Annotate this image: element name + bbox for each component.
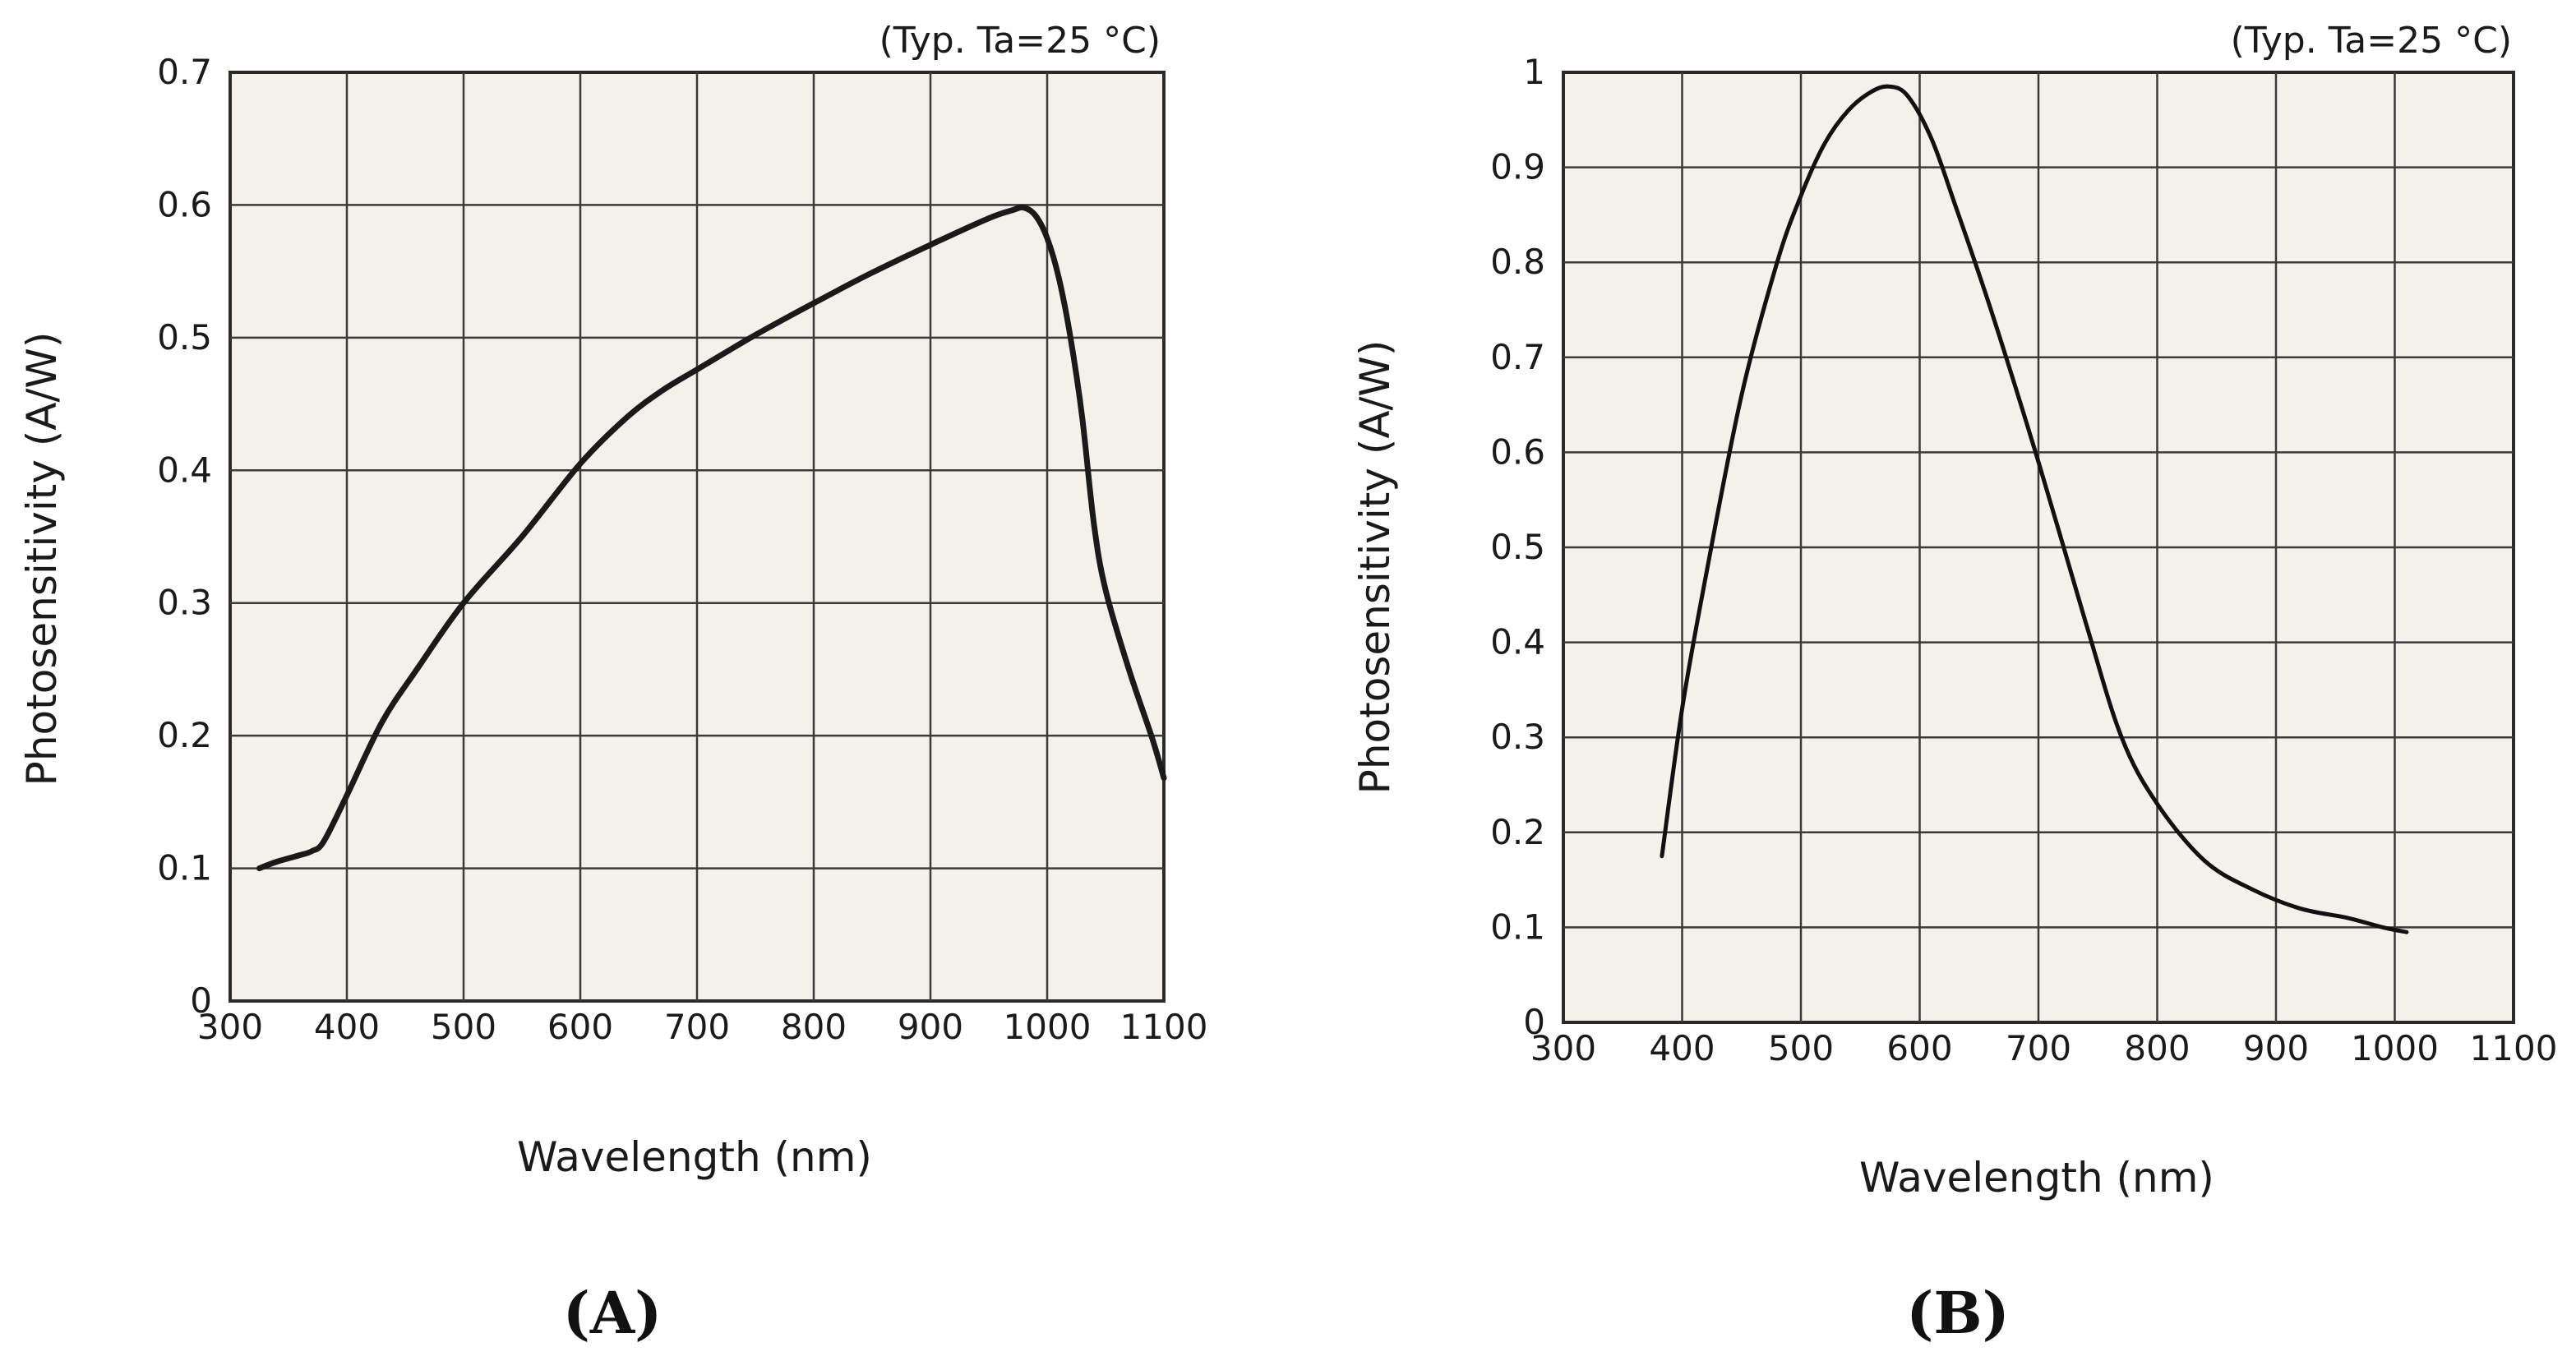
y-axis-title-a: Photosensitivity (A/W) xyxy=(18,332,66,786)
panel-label-a: (A) xyxy=(563,1279,662,1347)
x-tick-label-b: 300 xyxy=(1530,1028,1596,1068)
y-tick-label-b: 0.7 xyxy=(1490,337,1545,377)
y-tick-label-a: 0.5 xyxy=(157,317,212,357)
panel-label-open-b: ( xyxy=(1906,1279,1933,1347)
grid-b xyxy=(1563,72,2514,1022)
x-tick-labels-b: 300 400 500 600 700 800 900 1000 1100 xyxy=(1530,1028,2558,1068)
x-axis-title-a: Wavelength (nm) xyxy=(517,1133,872,1181)
x-tick-labels-a: 300 400 500 600 700 800 900 1000 1100 xyxy=(197,1007,1208,1047)
x-tick-label-a: 800 xyxy=(781,1007,847,1047)
series-line-b xyxy=(1660,84,2409,934)
x-tick-label-a: 700 xyxy=(664,1007,730,1047)
y-tick-label-b: 0.3 xyxy=(1490,717,1545,757)
y-tick-label-b: 0.6 xyxy=(1490,431,1545,472)
panel-label-close-b: ) xyxy=(1983,1279,2010,1347)
y-tick-label-b: 0.8 xyxy=(1490,242,1545,282)
x-tick-label-a: 1100 xyxy=(1120,1007,1208,1047)
x-tick-label-a: 400 xyxy=(314,1007,380,1047)
condition-note-b: (Typ. Ta=25 °C) xyxy=(2231,20,2512,62)
panel-label-open-a: ( xyxy=(563,1279,590,1347)
x-tick-label-b: 1000 xyxy=(2351,1028,2439,1068)
y-tick-label-b: 1 xyxy=(1523,52,1545,92)
x-tick-label-a: 600 xyxy=(547,1007,613,1047)
y-tick-label-a: 0.4 xyxy=(157,450,212,490)
x-tick-label-a: 900 xyxy=(898,1007,963,1047)
y-tick-labels-b: 0 0.1 0.2 0.3 0.4 0.5 0.6 0.7 0.8 0.9 1 xyxy=(1490,52,1545,1042)
y-tick-label-b: 0.1 xyxy=(1490,906,1545,947)
x-tick-label-b: 1100 xyxy=(2470,1028,2558,1068)
panel-label-letter-b: B xyxy=(1933,1279,1982,1347)
y-tick-label-a: 0.1 xyxy=(157,848,212,888)
x-tick-label-b: 800 xyxy=(2124,1028,2190,1068)
y-tick-label-a: 0 xyxy=(190,980,212,1021)
y-tick-labels-a: 0 0.1 0.2 0.3 0.4 0.5 0.6 0.7 xyxy=(157,52,212,1021)
y-tick-label-b: 0 xyxy=(1523,1002,1545,1042)
x-tick-label-b: 700 xyxy=(2006,1028,2071,1068)
y-tick-label-a: 0.7 xyxy=(157,52,212,92)
x-tick-label-a: 300 xyxy=(197,1007,263,1047)
y-tick-label-b: 0.4 xyxy=(1490,622,1545,662)
grid-a xyxy=(230,72,1164,1001)
y-tick-label-a: 0.3 xyxy=(157,583,212,623)
panel-label-b: (B) xyxy=(1906,1279,2009,1347)
x-tick-label-b: 900 xyxy=(2243,1028,2309,1068)
y-tick-label-b: 0.9 xyxy=(1490,147,1545,187)
x-tick-label-a: 500 xyxy=(431,1007,496,1047)
y-tick-label-b: 0.5 xyxy=(1490,527,1545,567)
y-axis-title-b: Photosensitivity (A/W) xyxy=(1351,340,1399,795)
chart-panel-a: 0 0.1 0.2 0.3 0.4 0.5 0.6 0.7 300 400 500 600 700 80… xyxy=(18,20,1207,1347)
condition-note-a: (Typ. Ta=25 °C) xyxy=(879,20,1161,62)
x-tick-label-b: 500 xyxy=(1768,1028,1834,1068)
panel-label-letter-a: A xyxy=(589,1279,636,1347)
panel-label-close-a: ) xyxy=(635,1279,662,1347)
x-tick-label-b: 400 xyxy=(1649,1028,1715,1068)
y-tick-label-a: 0.6 xyxy=(157,184,212,224)
x-tick-label-b: 600 xyxy=(1886,1028,1952,1068)
chart-panel-b: 0 0.1 0.2 0.3 0.4 0.5 0.6 0.7 0.8 0.9 1 300 400 500 6… xyxy=(1351,20,2557,1347)
y-tick-label-b: 0.2 xyxy=(1490,812,1545,852)
x-axis-title-b: Wavelength (nm) xyxy=(1859,1154,2214,1202)
y-tick-label-a: 0.2 xyxy=(157,715,212,755)
series-line-a xyxy=(256,204,1167,872)
x-tick-label-a: 1000 xyxy=(1004,1007,1092,1047)
